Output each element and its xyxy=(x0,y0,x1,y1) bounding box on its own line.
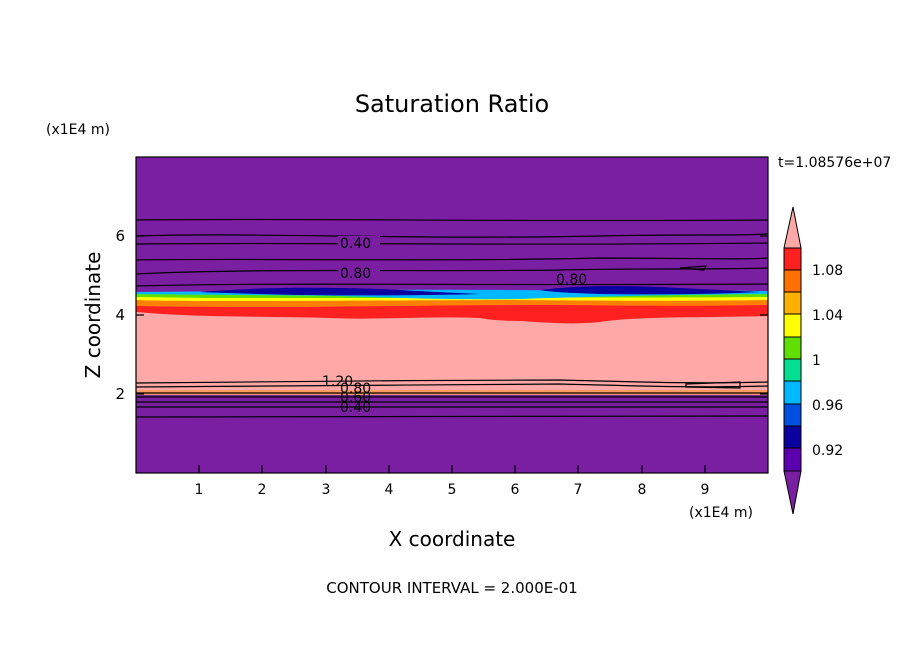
band-lower-orange xyxy=(136,389,768,395)
x-tick-label: 5 xyxy=(448,482,457,498)
contour-label: 0.80 xyxy=(340,266,371,282)
colorbar-label: 0.96 xyxy=(812,398,843,414)
colorbar-swatch xyxy=(784,248,801,270)
y-tick-label: 4 xyxy=(115,306,125,324)
contour-label: 0.40 xyxy=(340,236,371,252)
y-tick-label: 2 xyxy=(115,385,125,403)
contour-label: 1.20 xyxy=(322,374,353,390)
band-pink-layer xyxy=(136,312,768,390)
x-tick-label: 4 xyxy=(385,482,394,498)
x-tick-label: 8 xyxy=(638,482,647,498)
axis-ticks xyxy=(136,235,768,473)
colorbar-top-arrow xyxy=(783,206,802,249)
band-blue xyxy=(200,287,480,296)
x-tick-label: 2 xyxy=(258,482,267,498)
colorbar-bottom-arrow xyxy=(783,470,802,515)
colorbar-swatch xyxy=(784,426,801,448)
y-tick-labels: 2 4 6 xyxy=(115,227,125,403)
y-axis-label: Z coordinate xyxy=(81,252,105,379)
colorbar-label: 1.04 xyxy=(812,308,843,324)
band-red-lens xyxy=(480,313,560,321)
contour-label: 0.80 xyxy=(340,381,371,397)
x-tick-labels: 1 2 3 4 5 6 7 8 9 xyxy=(195,482,710,498)
contour-lines xyxy=(135,218,769,418)
colorbar-swatch xyxy=(784,337,801,359)
colorbar-label: 1 xyxy=(812,353,821,369)
colorbar-swatch xyxy=(784,381,801,404)
colorbar-swatch xyxy=(784,404,801,426)
colorbar-label: 0.92 xyxy=(812,443,843,459)
contour-label-group: 0.40 0.80 0.80 1.20 0.80 0.60 0.40 xyxy=(322,236,587,416)
x-unit-label: (x1E4 m) xyxy=(689,505,753,521)
colorbar-swatch xyxy=(784,292,801,314)
contour-interval-note: CONTOUR INTERVAL = 2.000E-01 xyxy=(326,579,577,597)
colorbar: 1.08 1.04 1 0.96 0.92 xyxy=(783,206,843,515)
contour-label: 0.40 xyxy=(340,400,371,416)
x-tick-label: 6 xyxy=(511,482,520,498)
plot-area: 0.40 0.80 0.80 1.20 0.80 0.60 0.40 xyxy=(135,156,769,474)
contour-label: 0.80 xyxy=(556,272,587,288)
chart-title: Saturation Ratio xyxy=(355,90,549,118)
y-tick-label: 6 xyxy=(115,227,125,245)
x-tick-label: 9 xyxy=(701,482,710,498)
colorbar-swatch xyxy=(784,270,801,292)
colorbar-label: 1.08 xyxy=(812,263,843,279)
contour-label: 0.60 xyxy=(340,390,371,406)
x-tick-label: 1 xyxy=(195,482,204,498)
x-tick-label: 3 xyxy=(322,482,331,498)
time-label: t=1.08576e+07 xyxy=(778,155,891,171)
colorbar-swatch xyxy=(784,314,801,337)
colorbar-swatch xyxy=(784,359,801,381)
y-unit-label: (x1E4 m) xyxy=(46,122,110,138)
x-axis-label: X coordinate xyxy=(389,527,516,551)
colorbar-swatch xyxy=(784,448,801,471)
band-blue-right xyxy=(540,285,760,295)
x-tick-label: 7 xyxy=(574,482,583,498)
